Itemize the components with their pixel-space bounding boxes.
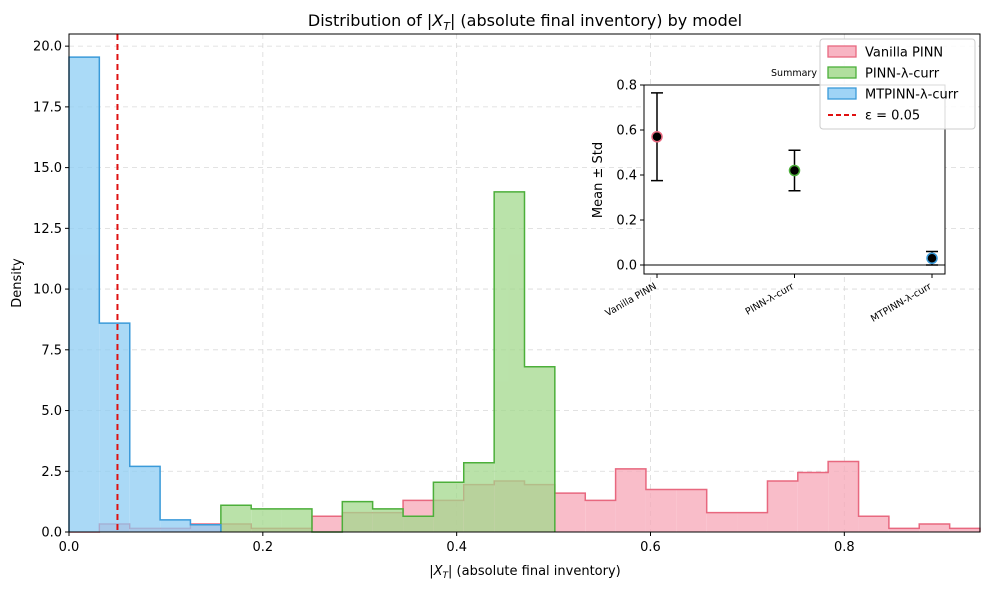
x-tick-label: 0.4	[446, 540, 467, 555]
series-bars	[69, 57, 221, 532]
histogram-bar	[342, 501, 373, 532]
histogram-bar	[858, 516, 889, 532]
x-axis-label-var: X	[433, 564, 444, 579]
inset-x-tick-label: PINN-λ-curr	[744, 281, 796, 318]
legend-swatch	[827, 45, 857, 58]
errorbar-mean-point	[788, 164, 801, 177]
histogram-bar	[220, 505, 252, 532]
histogram-bar	[281, 508, 312, 532]
errorbar-vanilla-pinn	[651, 92, 663, 182]
x-tick-label: 0.6	[640, 540, 661, 555]
series-outline	[68, 56, 222, 532]
main-histogram-bars	[68, 56, 981, 533]
histogram-bar	[706, 512, 738, 532]
histogram-bar	[645, 489, 677, 532]
chart-title-sub: T	[443, 20, 451, 33]
chart-title-var: X	[431, 11, 444, 30]
legend-label: MTPINN-λ-curr	[865, 88, 959, 103]
x-axis-label-pre: |	[429, 564, 433, 579]
y-tick-label: 10.0	[33, 283, 62, 298]
y-tick-label: 5.0	[41, 404, 62, 419]
histogram-bar	[99, 323, 130, 532]
inset-y-tick-label: 0.2	[616, 214, 637, 229]
errorbar-mean-point	[926, 252, 938, 264]
errorbar-mean-point	[651, 131, 663, 143]
legend-label: Vanilla PINN	[865, 46, 943, 61]
main-plot-frame	[68, 33, 981, 533]
histogram-bar	[494, 191, 525, 532]
x-axis-label-sub: T	[443, 571, 450, 581]
series-mtpinn-curr	[68, 56, 222, 532]
y-tick-label: 7.5	[41, 343, 62, 358]
histogram-bar	[676, 489, 707, 532]
inset-y-tick-label: 0.4	[616, 169, 637, 184]
histogram-bar	[463, 462, 495, 532]
y-tick-label: 12.5	[33, 222, 62, 237]
histogram-bar	[129, 466, 161, 532]
y-tick-label: 0.0	[41, 526, 62, 541]
histogram-bar	[767, 480, 798, 532]
y-tick-label: 2.5	[41, 465, 62, 480]
inset-errorbars	[651, 92, 938, 266]
histogram-bar	[372, 508, 404, 532]
histogram-bar	[888, 528, 920, 532]
main-y-ticks: 0.0 2.5 5.0 7.5 10.0 12.5 15.0 17.5 20.0	[33, 40, 69, 541]
errorbar-pinn-curr	[788, 149, 801, 192]
legend-label: ε = 0.05	[865, 109, 920, 124]
histogram-bar	[919, 523, 950, 532]
series-bars	[220, 191, 555, 532]
histogram-bar	[797, 472, 829, 532]
histogram-bar	[69, 57, 100, 532]
x-axis-label: |XT| (absolute final inventory)	[429, 564, 621, 581]
inset-y-ticks: 0.0 0.2 0.4 0.6 0.8	[616, 79, 644, 274]
histogram-bar	[403, 516, 434, 532]
inset-y-tick-label: 0.6	[616, 124, 637, 139]
inset-y-tick-label: 0.0	[616, 259, 637, 274]
y-tick-label: 15.0	[33, 161, 62, 176]
y-axis-label: Density	[10, 258, 25, 308]
histogram-bar	[737, 512, 768, 532]
inset-y-tick-label: 0.8	[616, 79, 637, 94]
x-tick-label: 0.2	[252, 540, 273, 555]
histogram-bar	[190, 524, 221, 532]
x-axis-label-post: | (absolute final inventory)	[448, 564, 621, 579]
y-tick-label: 17.5	[33, 100, 62, 115]
series-outline	[220, 191, 556, 533]
x-tick-label: 0.8	[834, 540, 855, 555]
histogram-bar	[160, 519, 191, 532]
histogram-bar	[615, 468, 646, 532]
inset-y-axis-label: Mean ± Std	[591, 142, 606, 218]
histogram-bar	[585, 500, 616, 532]
histogram-bar	[311, 516, 343, 532]
y-tick-label: 20.0	[33, 40, 62, 55]
legend-label: PINN-λ-curr	[865, 67, 940, 82]
chart-title-pre: Distribution of |	[308, 11, 432, 30]
inset-x-tick-label: MTPINN-λ-curr	[869, 281, 934, 325]
legend-swatch	[827, 66, 857, 79]
errorbar-mtpinn-curr	[926, 250, 938, 266]
histogram-bar	[433, 482, 464, 532]
inset-title: Summary	[771, 68, 817, 79]
histogram-bar	[828, 461, 859, 532]
histogram-bar	[949, 528, 980, 532]
main-x-ticks: 0.0 0.2 0.4 0.6 0.8	[59, 532, 855, 555]
histogram-bar	[554, 493, 586, 532]
chart-title: Distribution of |XT| (absolute final inv…	[308, 11, 742, 33]
x-tick-label: 0.0	[59, 540, 80, 555]
series-pinn-curr	[220, 191, 556, 533]
legend: Vanilla PINN PINN-λ-curr MTPINN-λ-curr ε = …	[819, 38, 976, 130]
inset-x-ticks: Vanilla PINN PINN-λ-curr MTPINN-λ-curr	[604, 274, 934, 325]
chart-title-post: | (absolute final inventory) by model	[450, 11, 742, 30]
legend-box	[819, 38, 976, 130]
legend-swatch	[827, 87, 857, 100]
histogram-bar	[524, 366, 555, 532]
histogram-bar	[251, 508, 282, 532]
